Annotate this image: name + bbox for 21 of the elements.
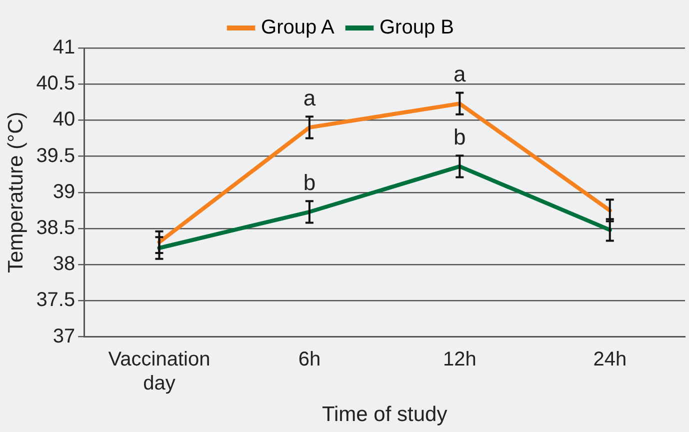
y-tick-label: 38 (52, 253, 76, 276)
annotation: a (454, 62, 467, 87)
y-tick-label: 37 (52, 325, 76, 348)
y-tick-label: 40 (52, 108, 76, 131)
x-tick-label: 24h (593, 348, 627, 370)
y-tick-label: 40.5 (36, 72, 76, 95)
x-tick-label: 12h (442, 348, 476, 370)
annotation: a (303, 85, 316, 110)
x-tick-label: 6h (298, 348, 321, 370)
y-tick-label: 37.5 (36, 289, 76, 312)
legend-label: Group B (380, 16, 454, 39)
y-tick-label: 39 (52, 180, 76, 203)
x-axis-title: Time of study (322, 403, 448, 426)
y-tick-label: 39.5 (36, 144, 76, 167)
y-axis-title: Temperature (°C) (4, 112, 28, 274)
annotation: b (454, 124, 466, 150)
x-tick-label: Vaccination day (108, 348, 210, 394)
legend-label: Group A (261, 16, 336, 39)
y-tick-label: 38.5 (36, 217, 76, 240)
y-tick-label: 41 (52, 36, 76, 59)
annotation: b (303, 170, 316, 195)
